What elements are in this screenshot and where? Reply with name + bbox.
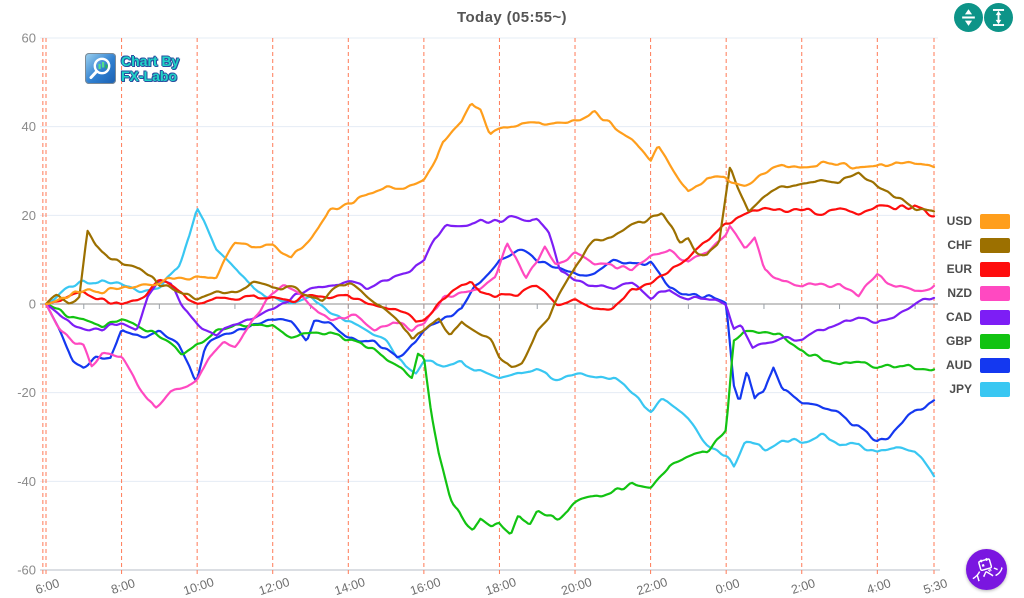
legend-swatch [980, 357, 1010, 373]
legend-label: CAD [946, 310, 972, 324]
event-button-label: イベン [970, 564, 1006, 586]
legend-swatch [980, 261, 1010, 277]
fit-height-icon [992, 9, 1005, 26]
legend-label: USD [946, 214, 972, 228]
legend-swatch [980, 381, 1010, 397]
y-tick-label: 0 [29, 297, 36, 312]
legend-item-aud[interactable]: AUD [946, 353, 1010, 377]
legend-swatch [980, 333, 1010, 349]
y-tick-label: -20 [17, 385, 36, 400]
legend-item-gbp[interactable]: GBP [946, 329, 1010, 353]
x-tick-label: 10:00 [182, 575, 216, 598]
y-tick-label: 60 [22, 31, 36, 46]
x-tick-label: 14:00 [333, 575, 367, 598]
x-tick-label: 12:00 [257, 575, 291, 598]
legend-swatch [980, 213, 1010, 229]
fit-height-button[interactable] [984, 3, 1013, 32]
legend-swatch [980, 309, 1010, 325]
page-title: Today (05:55~) [457, 9, 567, 26]
legend-swatch [980, 237, 1010, 253]
legend-label: GBP [945, 334, 972, 348]
x-tick-label: 0:00 [714, 576, 742, 597]
legend: USD CHF EUR NZD CAD GBP AUD JPY [946, 209, 1010, 401]
logo-line2: FX-Labo [121, 67, 177, 84]
x-tick-label: 8:00 [109, 576, 137, 597]
expand-vertical-button[interactable] [954, 3, 983, 32]
legend-label: NZD [947, 286, 972, 300]
y-tick-label: -60 [17, 563, 36, 578]
series-usd [44, 102, 936, 306]
y-tick-label: 20 [22, 208, 36, 223]
series-chf [44, 166, 936, 368]
x-tick-label: 20:00 [559, 575, 593, 598]
x-tick-label: 16:00 [408, 575, 442, 598]
series-cad [44, 215, 936, 349]
x-tick-label: 6:00 [34, 576, 62, 597]
legend-item-jpy[interactable]: JPY [946, 377, 1010, 401]
series-aud [44, 248, 936, 443]
x-tick-label: 18:00 [484, 575, 518, 598]
x-tick-label: 2:00 [789, 576, 817, 597]
fx-labo-logo: Chart By FX-Labo [85, 53, 179, 84]
legend-item-usd[interactable]: USD [946, 209, 1010, 233]
logo-text: Chart By FX-Labo [121, 52, 180, 84]
series-nzd [44, 224, 936, 409]
legend-item-cad[interactable]: CAD [946, 305, 1010, 329]
series-jpy [44, 208, 936, 478]
logo-line1: Chart By [121, 52, 180, 69]
y-tick-label: 40 [22, 119, 36, 134]
expand-vertical-icon [962, 9, 975, 26]
x-tick-label: 4:00 [865, 576, 893, 597]
series-gbp [44, 302, 936, 535]
legend-item-nzd[interactable]: NZD [946, 281, 1010, 305]
toolbar [954, 3, 1013, 32]
series-eur [44, 204, 936, 323]
magnifier-chart-icon [85, 53, 116, 84]
y-tick-label: -40 [17, 474, 36, 489]
legend-label: CHF [947, 238, 972, 252]
legend-item-eur[interactable]: EUR [946, 257, 1010, 281]
legend-item-chf[interactable]: CHF [946, 233, 1010, 257]
legend-swatch [980, 285, 1010, 301]
legend-label: EUR [946, 262, 972, 276]
x-tick-label: 5:30 [922, 576, 950, 597]
calendar-icon [978, 557, 993, 572]
legend-label: JPY [949, 382, 972, 396]
event-button[interactable]: イベン [966, 549, 1007, 590]
legend-label: AUD [946, 358, 972, 372]
x-tick-label: 22:00 [635, 575, 669, 598]
